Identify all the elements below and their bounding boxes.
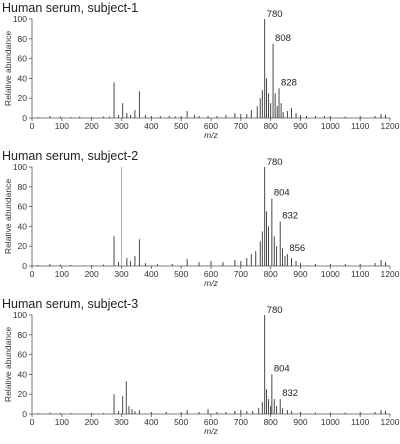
x-tick-label: 800: [264, 121, 278, 131]
y-tick-label: 40: [18, 73, 28, 83]
x-tick-label: 200: [85, 269, 99, 279]
y-tick-label: 20: [18, 241, 28, 251]
spectrum-panel-2: Human serum, subject-2 0 20 40 60 80 100 0 100 20…: [0, 148, 400, 296]
x-tick-label: 300: [114, 121, 128, 131]
x-tick-label: 700: [234, 121, 248, 131]
y-tick-label: 40: [18, 369, 28, 379]
x-axis-label: m/z: [204, 426, 218, 436]
x-tick-label: 1200: [381, 417, 400, 427]
x-tick-label: 200: [85, 121, 99, 131]
spectrum-panel-1: Human serum, subject-1 0 20 40 60 80 100 0 100 20…: [0, 0, 400, 148]
y-axis-label: Relative abundance: [3, 179, 13, 254]
y-tick-label: 0: [22, 261, 27, 271]
peak-label: 804: [274, 363, 290, 374]
x-tick-label: 700: [234, 269, 248, 279]
x-axis-label: m/z: [204, 130, 218, 140]
x-tick-label: 700: [234, 417, 248, 427]
x-tick-label: 100: [55, 417, 69, 427]
x-tick-label: 500: [174, 269, 188, 279]
y-tick-label: 60: [18, 350, 28, 360]
x-tick-label: 300: [114, 269, 128, 279]
chart-title: Human serum, subject-1: [2, 1, 138, 15]
y-tick-label: 100: [13, 162, 27, 172]
y-tick-label: 0: [22, 409, 27, 419]
peak-label: 780: [267, 9, 283, 20]
peak-label: 780: [267, 157, 283, 168]
x-tick-label: 100: [55, 269, 69, 279]
y-tick-label: 100: [13, 310, 27, 320]
x-tick-label: 600: [204, 417, 218, 427]
y-tick-label: 20: [18, 389, 28, 399]
y-tick-label: 60: [18, 202, 28, 212]
y-tick-label: 80: [18, 330, 28, 340]
y-tick-label: 100: [13, 14, 27, 24]
x-tick-label: 1100: [351, 121, 370, 131]
peak-label: 832: [282, 388, 298, 399]
y-tick-label: 80: [18, 34, 28, 44]
x-tick-label: 200: [85, 417, 99, 427]
x-tick-label: 1000: [321, 269, 340, 279]
x-tick-label: 400: [144, 121, 158, 131]
x-tick-label: 800: [264, 417, 278, 427]
x-tick-label: 800: [264, 269, 278, 279]
x-tick-label: 400: [144, 269, 158, 279]
x-tick-label: 1200: [381, 269, 400, 279]
peak-label: 828: [281, 77, 297, 88]
peak-label: 808: [275, 33, 291, 44]
chart-title: Human serum, subject-2: [2, 149, 138, 163]
x-tick-label: 1100: [351, 417, 370, 427]
x-tick-label: 600: [204, 269, 218, 279]
peak-label: 856: [289, 243, 305, 254]
y-tick-label: 60: [18, 54, 28, 64]
x-tick-label: 0: [30, 269, 35, 279]
x-tick-label: 1200: [381, 121, 400, 131]
y-tick-label: 80: [18, 182, 28, 192]
peak-label: 832: [282, 210, 298, 221]
x-tick-label: 300: [114, 417, 128, 427]
x-tick-label: 900: [293, 269, 307, 279]
x-tick-label: 900: [293, 417, 307, 427]
x-axis-label: m/z: [204, 278, 218, 288]
y-axis-label: Relative abundance: [3, 31, 13, 106]
x-tick-label: 0: [30, 417, 35, 427]
x-tick-label: 900: [293, 121, 307, 131]
x-tick-label: 1000: [321, 417, 340, 427]
y-tick-label: 40: [18, 221, 28, 231]
x-tick-label: 400: [144, 417, 158, 427]
spectrum-panel-3: Human serum, subject-3 0 20 40 60 80 100 0 100 20…: [0, 296, 400, 444]
chart-title: Human serum, subject-3: [2, 297, 138, 311]
x-tick-label: 500: [174, 121, 188, 131]
y-tick-label: 0: [22, 113, 27, 123]
x-tick-label: 500: [174, 417, 188, 427]
peak-label: 804: [274, 188, 290, 199]
peak-label: 780: [267, 305, 283, 316]
y-axis-label: Relative abundance: [3, 327, 13, 402]
x-tick-label: 100: [55, 121, 69, 131]
x-tick-label: 1100: [351, 269, 370, 279]
x-tick-label: 0: [30, 121, 35, 131]
x-tick-label: 1000: [321, 121, 340, 131]
x-tick-label: 600: [204, 121, 218, 131]
y-tick-label: 20: [18, 93, 28, 103]
